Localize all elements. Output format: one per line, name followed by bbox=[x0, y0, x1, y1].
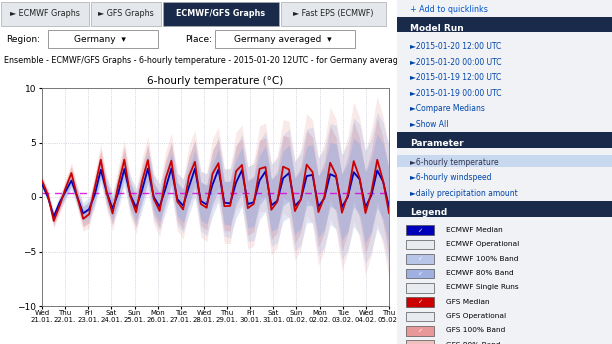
Text: + Add to quicklinks: + Add to quicklinks bbox=[410, 5, 488, 14]
Text: ►Compare Medians: ►Compare Medians bbox=[410, 104, 485, 114]
Text: ►2015-01-20 12:00 UTC: ►2015-01-20 12:00 UTC bbox=[410, 42, 501, 51]
Bar bbox=[406, 283, 433, 292]
Text: ►6-hourly windspeed: ►6-hourly windspeed bbox=[410, 173, 491, 182]
Text: ECMWF 100% Band: ECMWF 100% Band bbox=[446, 256, 519, 261]
Bar bbox=[406, 297, 433, 307]
Text: GFS 80% Band: GFS 80% Band bbox=[446, 342, 501, 344]
Text: Legend: Legend bbox=[410, 208, 447, 217]
Bar bbox=[215, 30, 355, 48]
Bar bbox=[406, 326, 433, 336]
Bar bbox=[397, 155, 612, 167]
Bar bbox=[48, 30, 158, 48]
Text: Ensemble - ECMWF/GFS Graphs - 6-hourly temperature - 2015-01-20 12UTC - for Germ: Ensemble - ECMWF/GFS Graphs - 6-hourly t… bbox=[4, 56, 408, 65]
Text: Region:: Region: bbox=[6, 34, 40, 43]
Text: ECMWF Operational: ECMWF Operational bbox=[446, 241, 520, 247]
Bar bbox=[281, 2, 386, 26]
Bar bbox=[91, 2, 161, 26]
Bar bbox=[397, 17, 612, 32]
Title: 6-hourly temperature (°C): 6-hourly temperature (°C) bbox=[147, 76, 283, 86]
Text: GFS 100% Band: GFS 100% Band bbox=[446, 327, 506, 333]
Text: ►2015-01-19 12:00 UTC: ►2015-01-19 12:00 UTC bbox=[410, 73, 501, 82]
Bar bbox=[406, 269, 433, 278]
Text: ECMWF Median: ECMWF Median bbox=[446, 227, 503, 233]
Text: ► ECMWF Graphs: ► ECMWF Graphs bbox=[10, 9, 80, 18]
Text: GFS Median: GFS Median bbox=[446, 299, 490, 305]
Bar bbox=[1, 2, 89, 26]
Text: ECMWF Single Runs: ECMWF Single Runs bbox=[446, 284, 519, 290]
Bar bbox=[406, 312, 433, 321]
Text: ✓: ✓ bbox=[417, 271, 422, 276]
Text: Model Run: Model Run bbox=[410, 24, 464, 33]
Text: ECMWF 80% Band: ECMWF 80% Band bbox=[446, 270, 514, 276]
Text: ECMWF/GFS Graphs: ECMWF/GFS Graphs bbox=[176, 9, 266, 18]
Text: ✓: ✓ bbox=[417, 228, 422, 233]
Bar bbox=[397, 201, 612, 217]
Text: Parameter: Parameter bbox=[410, 139, 463, 149]
Text: ✓: ✓ bbox=[417, 343, 422, 344]
Bar bbox=[163, 2, 279, 26]
Text: ►6-hourly temperature: ►6-hourly temperature bbox=[410, 158, 499, 166]
Text: ►2015-01-20 00:00 UTC: ►2015-01-20 00:00 UTC bbox=[410, 57, 501, 67]
Text: ✓: ✓ bbox=[417, 257, 422, 261]
Text: ► GFS Graphs: ► GFS Graphs bbox=[98, 9, 154, 18]
Bar bbox=[406, 341, 433, 344]
Text: ►daily precipitation amount: ►daily precipitation amount bbox=[410, 189, 518, 198]
Text: Germany averaged  ▾: Germany averaged ▾ bbox=[234, 34, 332, 43]
Text: ►Show All: ►Show All bbox=[410, 120, 449, 129]
Bar bbox=[406, 225, 433, 235]
Text: Germany  ▾: Germany ▾ bbox=[74, 34, 126, 43]
Text: ✓: ✓ bbox=[417, 328, 422, 333]
Text: Place:: Place: bbox=[185, 34, 212, 43]
Text: ✓: ✓ bbox=[417, 300, 422, 305]
Text: ► Fast EPS (ECMWF): ► Fast EPS (ECMWF) bbox=[293, 9, 374, 18]
Text: GFS Operational: GFS Operational bbox=[446, 313, 507, 319]
Bar bbox=[406, 240, 433, 249]
Bar bbox=[397, 132, 612, 148]
Text: ►2015-01-19 00:00 UTC: ►2015-01-19 00:00 UTC bbox=[410, 89, 501, 98]
Bar bbox=[406, 254, 433, 264]
